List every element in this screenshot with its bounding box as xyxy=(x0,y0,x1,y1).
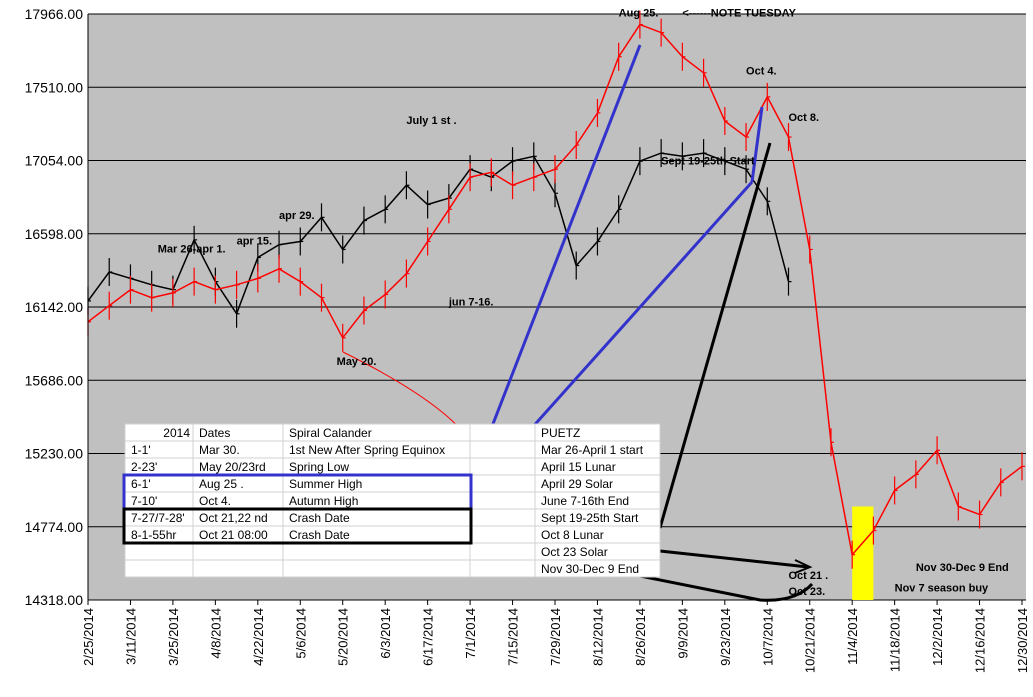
annotation-label: Oct 8. xyxy=(789,112,820,124)
x-tick-label: 3/11/2014 xyxy=(123,608,138,665)
x-tick-label: 4/8/2014 xyxy=(208,608,223,659)
season-buy-highlight xyxy=(852,506,874,600)
table-cell: Spring Low xyxy=(289,460,349,474)
y-tick-label: 17966.00 xyxy=(25,6,84,22)
x-tick-label: 12/16/2014 xyxy=(973,608,988,673)
x-tick-label: 8/26/2014 xyxy=(633,608,648,666)
table-cell: June 7-16th End xyxy=(541,494,629,508)
table-cell: May 20/23rd xyxy=(199,460,266,474)
x-tick-label: 10/7/2014 xyxy=(760,608,775,666)
annotation-label: Mar 26-apr 1. xyxy=(158,244,226,256)
annotation-label: July 1 st . xyxy=(406,115,456,127)
x-tick-label: 7/15/2014 xyxy=(506,608,521,666)
table-cell: Oct 21 08:00 xyxy=(199,528,268,542)
arrowhead xyxy=(794,559,813,574)
x-tick-label: 6/17/2014 xyxy=(421,608,436,666)
x-tick-label: 3/25/2014 xyxy=(166,608,181,666)
table-cell: 1-1' xyxy=(131,443,151,457)
annotation-label: Oct 23. xyxy=(789,586,826,598)
table-cell: Sept 19-25th Start xyxy=(541,511,639,525)
table-cell: Oct 21,22 nd xyxy=(199,511,268,525)
y-tick-label: 15686.00 xyxy=(25,372,84,388)
calendar-table: 2014 Dates Spiral Calander PUETZ 1-1' Mar 30.… xyxy=(122,423,661,578)
x-tick-label: 9/23/2014 xyxy=(718,608,733,666)
annotation-label: jun 7-16. xyxy=(448,297,494,309)
annotation-label: apr 15. xyxy=(237,236,272,248)
y-tick-label: 14774.00 xyxy=(25,519,84,535)
table-cell: Aug 25 . xyxy=(199,477,244,491)
x-tick-label: 10/21/2014 xyxy=(803,608,818,673)
table-cell: Summer High xyxy=(289,477,362,491)
table-cell: April 15 Lunar xyxy=(541,460,616,474)
table-cell: 7-27/7-28' xyxy=(131,511,185,525)
annotation-label: May 20. xyxy=(337,356,377,368)
table-cell: 2-23' xyxy=(131,460,157,474)
table-cell: Autumn High xyxy=(289,494,358,508)
blue-line-oct4b xyxy=(750,106,764,183)
y-axis: 17966.00 17510.00 17054.00 16598.00 16142.00… xyxy=(25,6,89,608)
table-cell: Oct 23 Solar xyxy=(541,545,608,559)
y-tick-label: 17510.00 xyxy=(25,79,84,95)
x-tick-label: 9/9/2014 xyxy=(675,608,690,659)
x-tick-label: 8/12/2014 xyxy=(590,608,605,666)
y-tick-label: 14318.00 xyxy=(25,592,84,608)
table-cell: 8-1-55hr xyxy=(131,528,176,542)
blue-line-aug25 xyxy=(470,44,642,479)
black-line-oct8 xyxy=(658,142,772,529)
table-cell: 7-10' xyxy=(131,494,157,508)
table-cell: 2014 xyxy=(163,426,190,440)
table-cell: PUETZ xyxy=(541,426,580,440)
annotations: Aug 25. <------NOTE TUESDAY Oct 4. Oct 8. Ju… xyxy=(158,8,1009,598)
annotation-label: Nov 30-Dec 9 End xyxy=(916,562,1009,574)
x-tick-label: 7/29/2014 xyxy=(548,608,563,666)
y-tick-label: 15230.00 xyxy=(25,446,84,462)
table-cell: Mar 30. xyxy=(199,443,240,457)
table-cell: Crash Date xyxy=(289,528,350,542)
table-background xyxy=(124,423,661,578)
x-tick-label: 2/25/2014 xyxy=(81,608,96,666)
x-tick-label: 7/1/2014 xyxy=(463,608,478,659)
series-line-0 xyxy=(87,152,790,316)
table-cell: Nov 30-Dec 9 End xyxy=(541,562,639,576)
x-axis: 2/25/2014 3/11/2014 3/25/2014 4/8/2014 4/22/… xyxy=(81,600,1030,673)
table-cell: Spiral Calander xyxy=(289,426,372,440)
table-cell: 6-1' xyxy=(131,477,151,491)
annotation-label: Sept 19-25th Start xyxy=(661,155,755,167)
x-tick-label: 5/20/2014 xyxy=(336,608,351,666)
table-cell: Mar 26-April 1 start xyxy=(541,443,644,457)
black-line-oct23 xyxy=(659,549,809,569)
x-tick-label: 12/2/2014 xyxy=(930,608,945,666)
annotation-label: Oct 21 . xyxy=(789,570,829,582)
x-tick-label: 5/6/2014 xyxy=(293,608,308,659)
table-cell: Crash Date xyxy=(289,511,350,525)
x-tick-label: 11/18/2014 xyxy=(888,608,903,672)
highlight-layer xyxy=(852,506,874,600)
annotation-label: Oct 4. xyxy=(746,65,777,77)
table-cell: April 29 Solar xyxy=(541,477,613,491)
table-cell: 1st New After Spring Equinox xyxy=(289,443,445,457)
x-tick-label: 11/4/2014 xyxy=(845,608,860,665)
annotation-label: Nov 7 season buy xyxy=(895,583,989,595)
black-line-crash xyxy=(394,525,814,602)
annotation-label: Aug 25. xyxy=(619,8,659,20)
x-tick-label: 6/3/2014 xyxy=(378,608,393,659)
x-tick-label: 4/22/2014 xyxy=(251,608,266,666)
annotation-label: apr 29. xyxy=(279,210,314,222)
y-tick-label: 16142.00 xyxy=(25,299,84,315)
series-layer xyxy=(87,10,1025,569)
x-tick-label: 12/30/2014 xyxy=(1015,608,1030,673)
table-cell: Oct 8 Lunar xyxy=(541,528,604,542)
annotation-label: <------NOTE TUESDAY xyxy=(682,8,796,20)
y-tick-label: 16598.00 xyxy=(25,226,84,242)
table-cell: Dates xyxy=(199,426,230,440)
table-black-box xyxy=(122,507,473,545)
table-cell: Oct 4. xyxy=(199,494,231,508)
y-tick-label: 17054.00 xyxy=(25,153,84,169)
